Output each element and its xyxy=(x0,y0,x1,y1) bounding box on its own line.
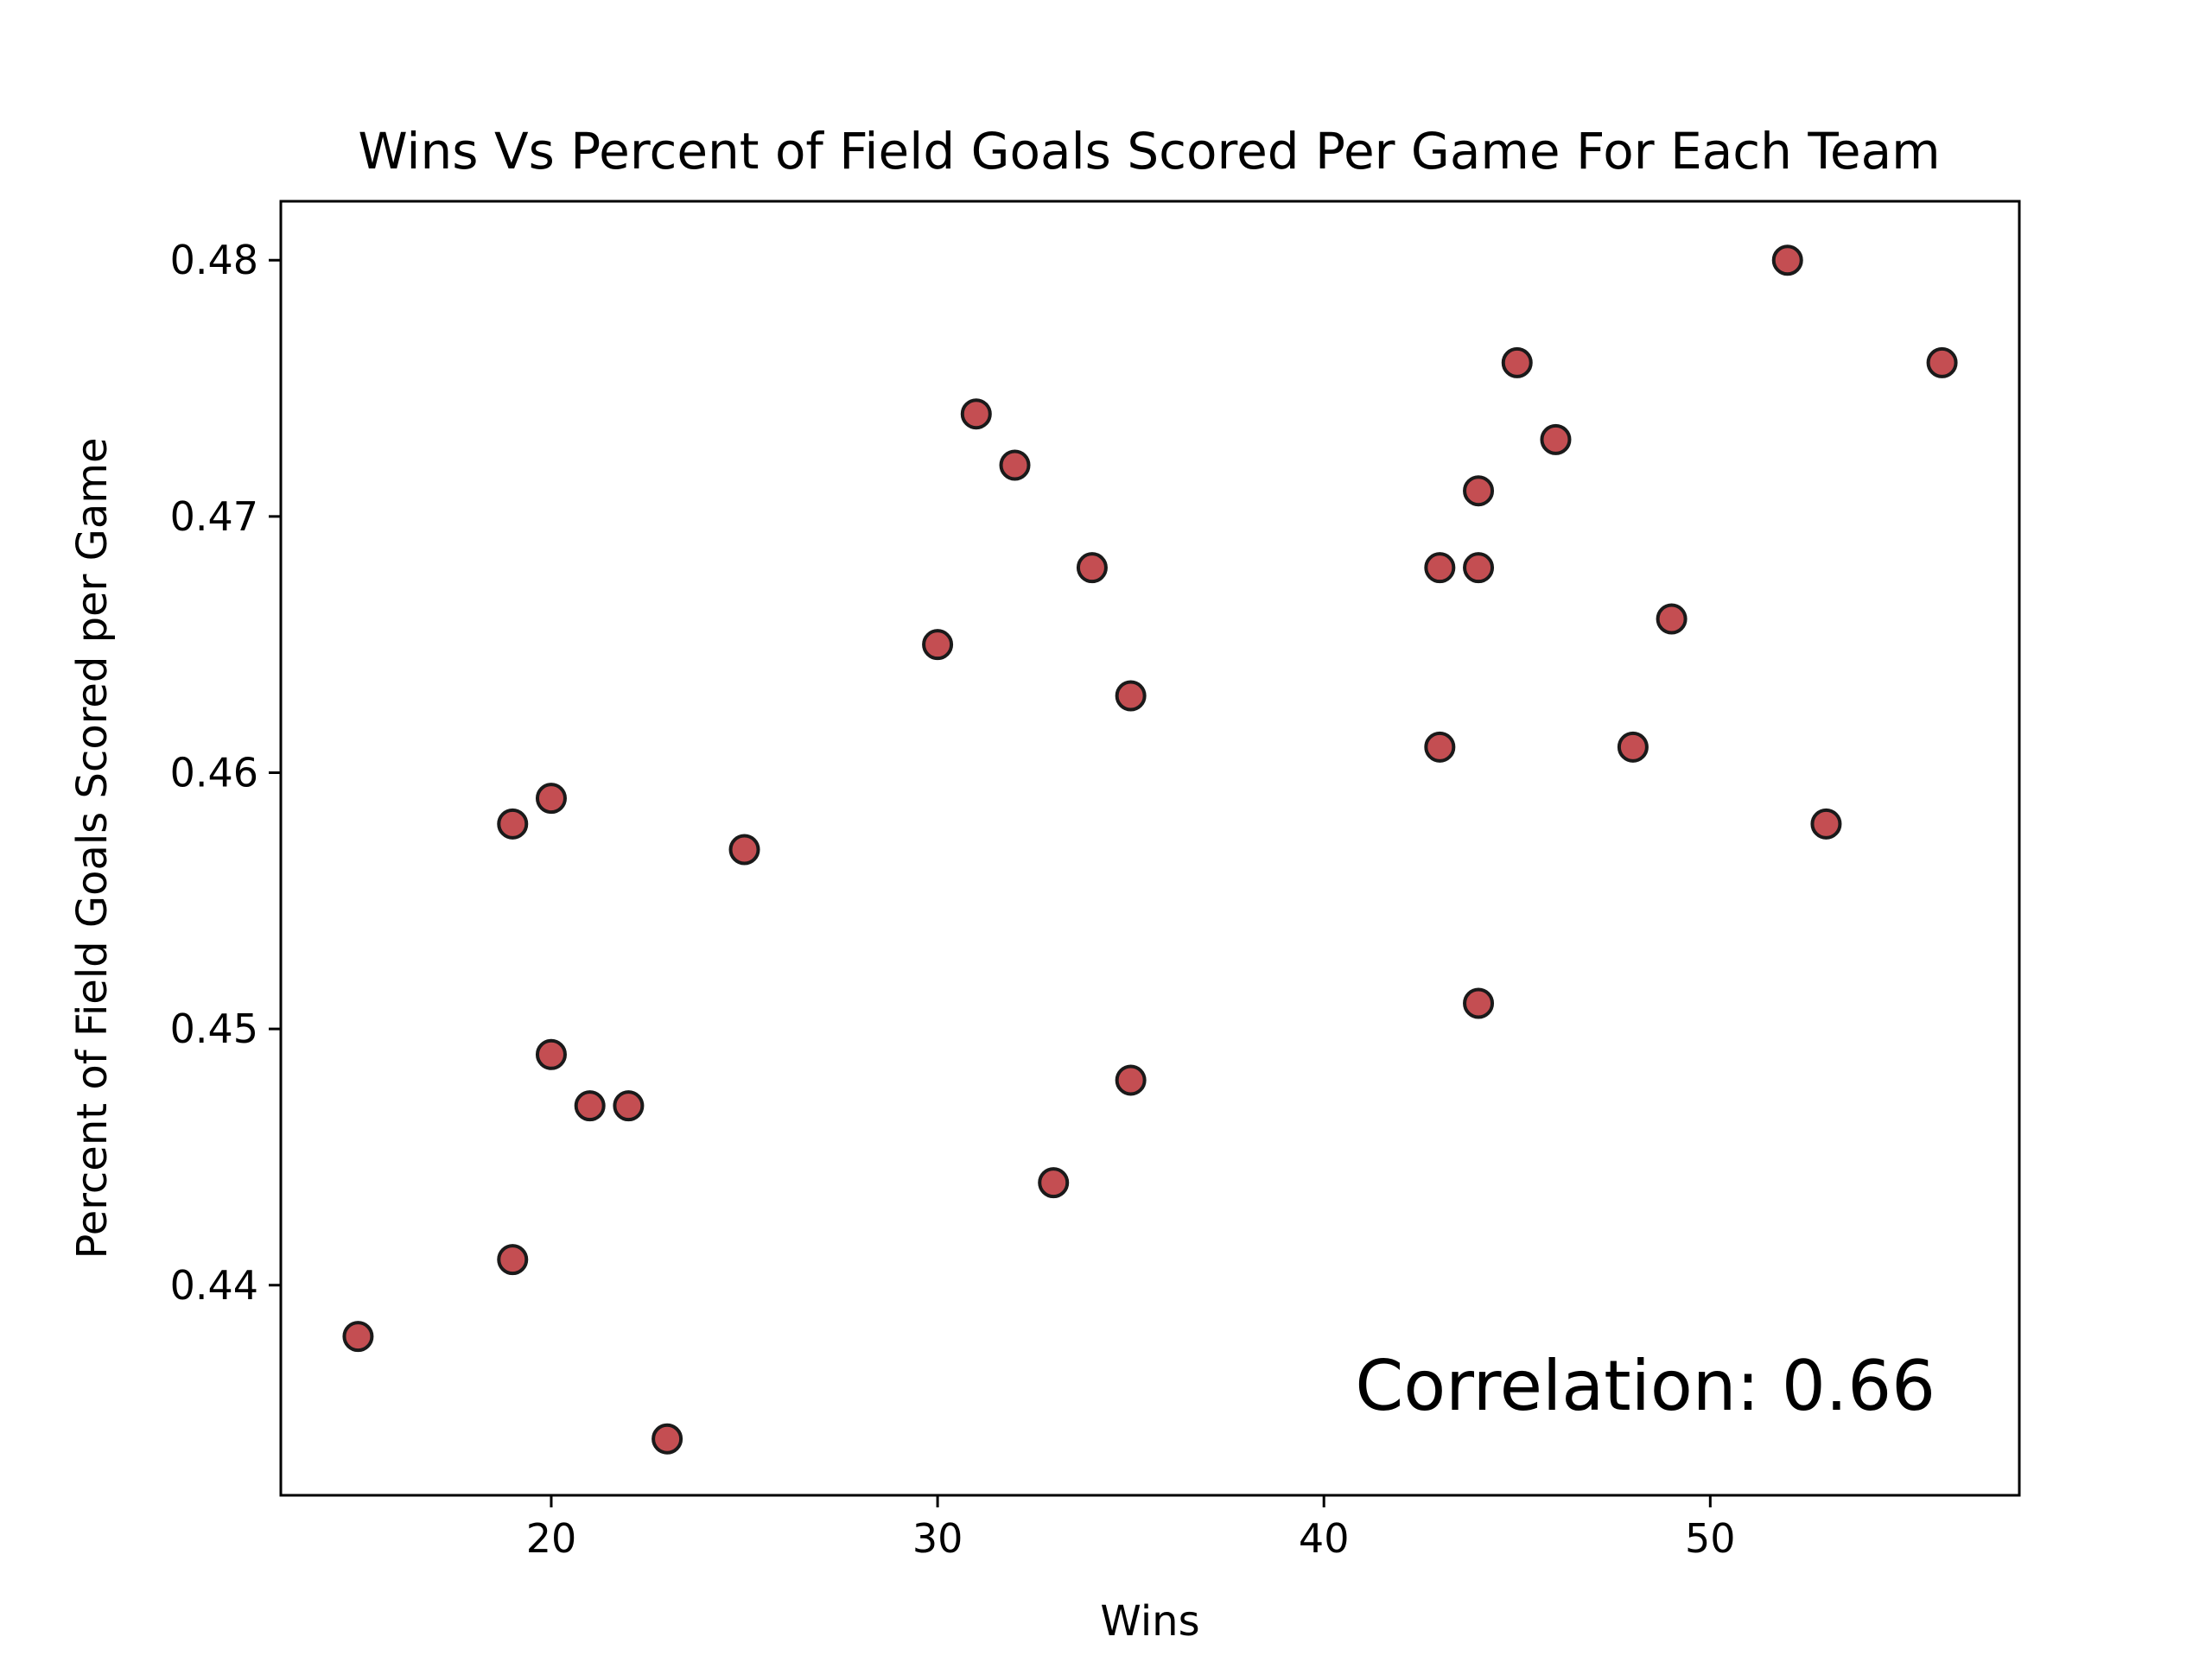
scatter-point xyxy=(613,1090,645,1122)
scatter-point xyxy=(1463,475,1495,507)
plot-area: 20 30 40 50 0.44 0.45 0.46 0.47 0.48 xyxy=(170,200,2021,1562)
scatter-point xyxy=(1463,987,1495,1019)
y-tick-label: 0.45 xyxy=(170,1005,258,1052)
y-axis-label: Percent of Field Goals Scored per Game xyxy=(68,437,117,1259)
scatter-point xyxy=(342,1321,374,1353)
scatter-point xyxy=(1540,423,1572,455)
scatter-point xyxy=(1115,680,1147,712)
x-axis-label: Wins xyxy=(1100,1597,1199,1646)
scatter-point xyxy=(728,834,760,866)
scatter-point xyxy=(1038,1167,1070,1199)
scatter-point xyxy=(535,783,567,815)
scatter-point xyxy=(1115,1064,1147,1096)
x-tick-label: 40 xyxy=(1299,1515,1350,1562)
axes-frame xyxy=(279,200,2021,1497)
scatter-point xyxy=(960,398,992,430)
scatter-point xyxy=(1076,552,1108,584)
scatter-point xyxy=(1617,731,1649,763)
chart-title: Wins Vs Percent of Field Goals Scored Pe… xyxy=(358,122,1940,181)
scatter-point xyxy=(535,1038,567,1070)
scatter-point xyxy=(1424,731,1456,763)
y-tick-label: 0.48 xyxy=(170,237,258,283)
data-points xyxy=(342,244,1958,1455)
y-axis-ticks: 0.44 0.45 0.46 0.47 0.48 xyxy=(170,237,281,1309)
scatter-point xyxy=(1424,552,1456,584)
scatter-point xyxy=(999,449,1031,481)
correlation-annotation: Correlation: 0.66 xyxy=(1355,1346,1936,1426)
scatter-point xyxy=(1656,603,1688,635)
scatter-point xyxy=(1501,346,1533,378)
y-tick-label: 0.47 xyxy=(170,493,258,540)
y-tick-label: 0.46 xyxy=(170,749,258,796)
x-tick-label: 30 xyxy=(912,1515,963,1562)
x-tick-label: 50 xyxy=(1685,1515,1736,1562)
scatter-point xyxy=(922,629,954,661)
scatter-point xyxy=(574,1090,606,1122)
x-tick-label: 20 xyxy=(526,1515,577,1562)
scatter-point xyxy=(1771,244,1803,276)
scatter-point xyxy=(1810,808,1842,840)
scatter-point xyxy=(497,1244,529,1276)
y-tick-label: 0.44 xyxy=(170,1262,258,1309)
scatter-point xyxy=(1926,346,1958,378)
scatter-point xyxy=(1463,552,1495,584)
scatter-point xyxy=(652,1423,683,1455)
scatter-point xyxy=(497,808,529,840)
x-axis-ticks: 20 30 40 50 xyxy=(526,1495,1736,1562)
